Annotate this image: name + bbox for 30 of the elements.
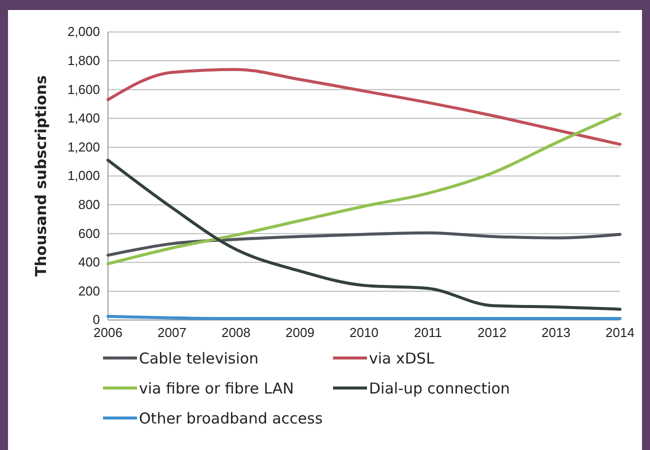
x-tick-label: 2009: [286, 325, 314, 340]
line-series: [106, 231, 622, 257]
y-axis-title: Thousand subscriptions: [32, 75, 50, 277]
line-series: [106, 68, 622, 146]
y-tick-label: 0: [92, 312, 100, 328]
x-tick-label: 2006: [94, 325, 122, 340]
x-tick-label: 2012: [478, 325, 506, 340]
legend-label: via xDSL: [369, 349, 435, 368]
y-tick-label: 1,600: [67, 82, 100, 97]
y-tick-label: 600: [78, 226, 100, 241]
x-tick-label: 2007: [158, 325, 186, 340]
x-tick-label: 2013: [542, 325, 570, 340]
y-tick-label: 200: [78, 283, 100, 298]
y-tick-label: 2,000: [67, 24, 100, 40]
legend-label: Dial-up connection: [369, 379, 510, 398]
y-tick-label: 400: [78, 254, 100, 270]
y-tick-label: 1,000: [67, 168, 100, 184]
legend-label: via fibre or fibre LAN: [139, 379, 294, 398]
line-series: [106, 112, 622, 266]
legend-label: Other broadband access: [139, 409, 323, 428]
y-tick-label: 1,400: [67, 110, 100, 126]
x-tick-label: 2014: [606, 325, 634, 340]
x-tick-label: 2008: [222, 325, 250, 340]
legend-label: Cable television: [139, 349, 259, 368]
line-series: [106, 158, 622, 311]
y-tick-label: 1,200: [67, 139, 100, 154]
y-tick-label: 1,800: [67, 52, 100, 68]
x-tick-label: 2011: [414, 325, 442, 340]
x-tick-label: 2010: [350, 325, 378, 340]
y-tick-label: 800: [78, 196, 100, 212]
